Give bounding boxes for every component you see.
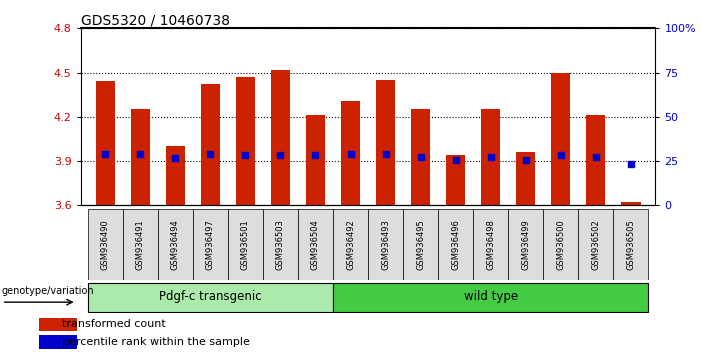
Bar [403,209,438,280]
Text: GSM936503: GSM936503 [276,219,285,270]
Bar [88,283,333,312]
Bar [123,209,158,280]
Bar [306,115,325,205]
Text: GSM936492: GSM936492 [346,219,355,270]
Text: GSM936495: GSM936495 [416,219,425,270]
Bar [39,335,78,349]
Bar [543,209,578,280]
Bar [95,81,115,205]
Bar [263,209,298,280]
Text: GSM936499: GSM936499 [522,219,530,270]
Text: GSM936501: GSM936501 [241,219,250,270]
Text: GSM936491: GSM936491 [136,219,144,270]
Bar [158,209,193,280]
Bar [376,80,395,205]
Text: percentile rank within the sample: percentile rank within the sample [62,337,250,347]
Bar [130,109,150,205]
Bar [621,202,641,205]
Bar [165,146,185,205]
Text: wild type: wild type [463,290,518,303]
Text: GSM936496: GSM936496 [451,219,460,270]
Bar [551,73,571,205]
Bar [613,209,648,280]
Bar [473,209,508,280]
Bar [438,209,473,280]
Text: GSM936497: GSM936497 [206,219,215,270]
Text: GSM936505: GSM936505 [627,219,635,270]
Bar [446,155,465,205]
Bar [411,109,430,205]
Bar [193,209,228,280]
Text: GSM936502: GSM936502 [592,219,600,270]
Bar [333,209,368,280]
Bar [298,209,333,280]
Bar [271,70,290,205]
Bar [228,209,263,280]
Text: genotype/variation: genotype/variation [1,286,94,296]
Text: GSM936493: GSM936493 [381,219,390,270]
Bar [341,101,360,205]
Text: Pdgf-c transgenic: Pdgf-c transgenic [159,290,261,303]
Bar [368,209,403,280]
Text: GSM936490: GSM936490 [101,219,109,270]
Bar [333,283,648,312]
Text: transformed count: transformed count [62,319,166,329]
Text: GSM936500: GSM936500 [557,219,565,270]
Bar [578,209,613,280]
Bar [586,115,606,205]
Bar [39,318,78,331]
Bar [236,77,255,205]
Text: GSM936504: GSM936504 [311,219,320,270]
Text: GSM936494: GSM936494 [171,219,179,270]
Bar [508,209,543,280]
Bar [516,152,536,205]
Text: GSM936498: GSM936498 [486,219,495,270]
Text: GDS5320 / 10460738: GDS5320 / 10460738 [81,13,230,27]
Bar [481,109,501,205]
Bar [88,209,123,280]
Bar [200,84,220,205]
